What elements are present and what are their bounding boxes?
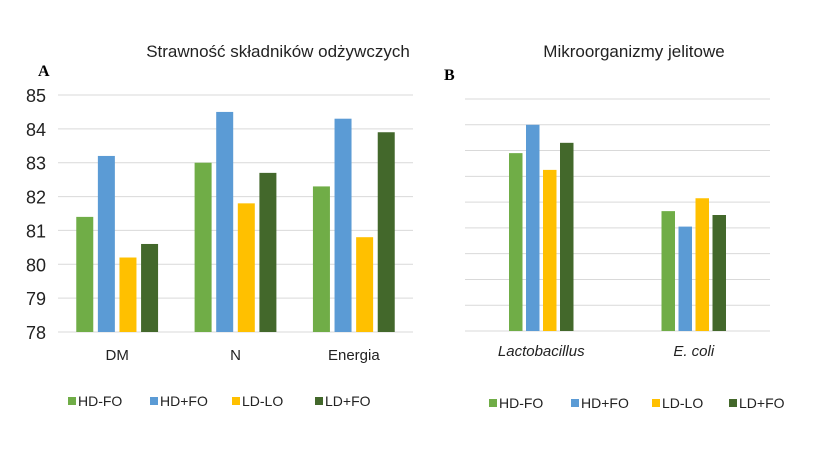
chart-a-title: Strawność składników odżywczych xyxy=(146,42,410,61)
bar-hdplusfo xyxy=(678,226,692,331)
legend-swatch xyxy=(150,397,158,405)
y-tick-label: 84 xyxy=(26,120,46,140)
legend-label: HD-FO xyxy=(78,393,122,409)
category-label: DM xyxy=(106,347,129,364)
bar-ld-lo xyxy=(237,203,255,332)
legend-label: LD+FO xyxy=(325,393,371,409)
y-tick-label: 80 xyxy=(26,255,46,275)
bar-ldplusfo xyxy=(560,142,574,331)
bar-ld-lo xyxy=(695,198,709,331)
legend-swatch xyxy=(571,399,579,407)
bar-hdplusfo xyxy=(97,155,115,332)
panel-label-b: B xyxy=(444,67,455,84)
y-tick-label: 82 xyxy=(26,188,46,208)
legend-label: LD-LO xyxy=(662,395,703,411)
bar-ldplusfo xyxy=(141,243,159,332)
bar-hd-fo xyxy=(194,162,212,332)
bar-hd-fo xyxy=(312,186,330,332)
category-label: Energia xyxy=(328,347,380,364)
bar-ld-lo xyxy=(356,237,374,332)
y-tick-label: 81 xyxy=(26,221,46,241)
bar-ldplusfo xyxy=(377,132,395,332)
y-tick-label: 78 xyxy=(26,323,46,343)
y-tick-label: 79 xyxy=(26,289,46,309)
bar-hdplusfo xyxy=(334,118,352,332)
legend-swatch xyxy=(652,399,660,407)
legend-label: HD+FO xyxy=(581,395,629,411)
bar-hd-fo xyxy=(509,153,523,331)
legend-label: LD-LO xyxy=(242,393,283,409)
chart-b-title: Mikroorganizmy jelitowe xyxy=(543,42,724,61)
panel-label-a: A xyxy=(38,63,50,80)
bar-ldplusfo xyxy=(712,215,726,331)
legend-label: HD+FO xyxy=(160,393,208,409)
legend-label: HD-FO xyxy=(499,395,543,411)
y-tick-label: 85 xyxy=(26,86,46,106)
category-label: Lactobacillus xyxy=(498,343,585,360)
bar-ldplusfo xyxy=(259,172,277,332)
legend-swatch xyxy=(232,397,240,405)
bar-hd-fo xyxy=(661,211,675,331)
y-tick-label: 83 xyxy=(26,154,46,174)
legend-label: LD+FO xyxy=(739,395,785,411)
bar-hdplusfo xyxy=(216,111,234,332)
category-label: E. coli xyxy=(673,343,715,360)
bar-ld-lo xyxy=(119,257,137,332)
legend-swatch xyxy=(489,399,497,407)
category-label: N xyxy=(230,347,241,364)
bar-hdplusfo xyxy=(526,124,540,332)
legend-swatch xyxy=(729,399,737,407)
legend-swatch xyxy=(315,397,323,405)
legend-swatch xyxy=(68,397,76,405)
bar-ld-lo xyxy=(543,169,557,331)
bar-hd-fo xyxy=(76,216,94,332)
